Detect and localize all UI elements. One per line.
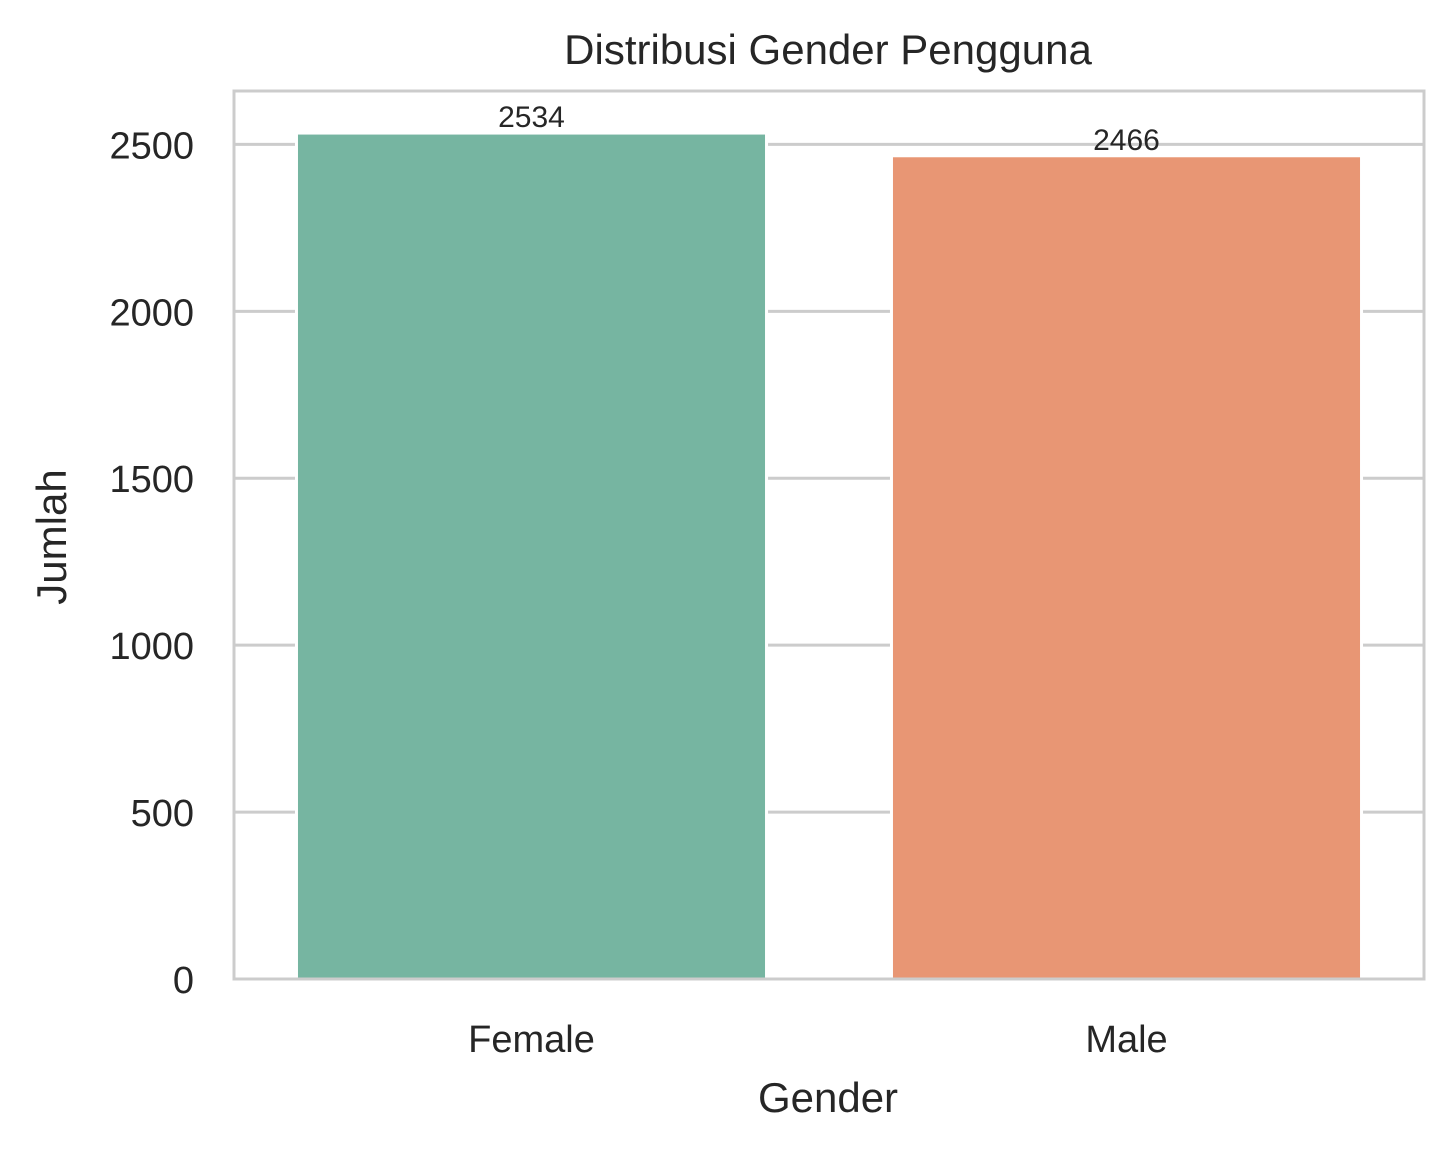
y-tick-label: 500 bbox=[131, 793, 194, 835]
x-tick-label: Female bbox=[468, 1019, 595, 1061]
x-axis-label: Gender bbox=[758, 1074, 898, 1121]
y-tick-label: 0 bbox=[173, 960, 194, 1002]
bars bbox=[294, 131, 1364, 981]
chart-title: Distribusi Gender Pengguna bbox=[564, 26, 1092, 73]
y-tick-label: 1000 bbox=[109, 626, 194, 668]
y-tick-label: 1500 bbox=[109, 459, 194, 501]
y-tick-label: 2000 bbox=[109, 292, 194, 334]
data-label: 2534 bbox=[498, 101, 565, 134]
bar-male bbox=[889, 154, 1364, 981]
data-labels: 2534 2466 bbox=[498, 101, 1160, 157]
data-label: 2466 bbox=[1093, 124, 1160, 157]
bar-female bbox=[294, 131, 769, 981]
y-axis-label: Jumlah bbox=[28, 469, 75, 604]
y-axis-ticks: 0 500 1000 1500 2000 2500 bbox=[109, 125, 194, 1002]
y-tick-label: 2500 bbox=[109, 125, 194, 167]
x-axis-ticks: Female Male bbox=[468, 1019, 1168, 1061]
x-tick-label: Male bbox=[1085, 1019, 1167, 1061]
plot-frame bbox=[232, 89, 1426, 981]
